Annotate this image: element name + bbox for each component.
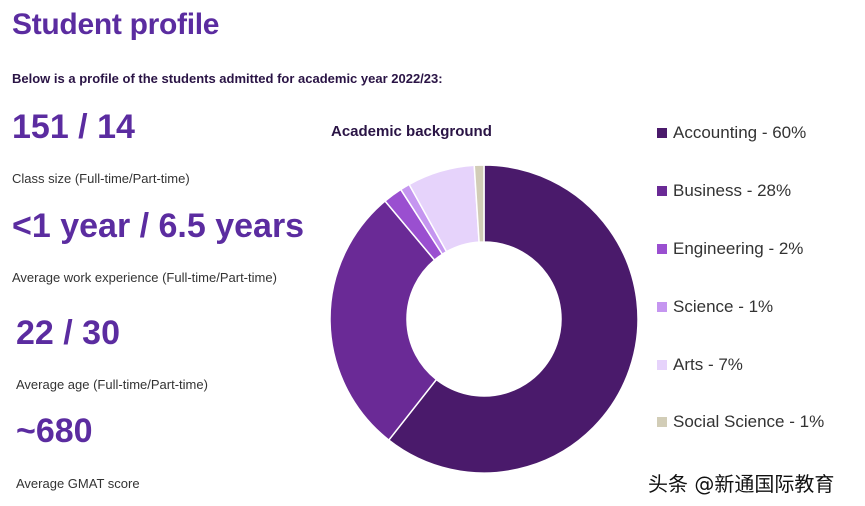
legend-swatch: [657, 186, 667, 196]
legend-label: Accounting - 60%: [673, 123, 807, 142]
legend-swatch: [657, 302, 667, 312]
chart-title: Academic background: [331, 123, 492, 140]
legend-label: Engineering - 2%: [673, 239, 804, 258]
legend-item-science: Science - 1%: [657, 296, 773, 318]
legend-swatch: [657, 417, 667, 427]
legend-swatch: [657, 360, 667, 370]
stat-work-experience-value: <1 year / 6.5 years: [12, 207, 305, 245]
legend-item-business: Business - 28%: [657, 180, 791, 202]
legend-item-social-science: Social Science - 1%: [657, 411, 824, 433]
legend-swatch: [657, 244, 667, 254]
stat-work-experience-label: Average work experience (Full-time/Part-…: [12, 270, 277, 285]
legend-swatch: [657, 128, 667, 138]
legend-label: Business - 28%: [673, 181, 792, 200]
stat-age-value: 22 / 30: [16, 314, 120, 352]
legend-label: Arts - 7%: [673, 355, 743, 374]
page-title: Student profile: [12, 8, 220, 41]
watermark: 头条 @新通国际教育: [648, 472, 835, 496]
academic-background-donut-chart: [329, 164, 639, 474]
page-subtitle: Below is a profile of the students admit…: [12, 71, 443, 86]
legend-label: Social Science - 1%: [673, 412, 825, 431]
donut-slice-accounting: [387, 164, 639, 474]
donut-slice-social-science: [473, 164, 485, 243]
stat-age-label: Average age (Full-time/Part-time): [16, 377, 208, 392]
legend-item-arts: Arts - 7%: [657, 354, 743, 376]
stat-class-size-value: 151 / 14: [12, 108, 135, 146]
legend-label: Science - 1%: [673, 297, 774, 316]
stat-class-size-label: Class size (Full-time/Part-time): [12, 171, 190, 186]
stat-gmat-label: Average GMAT score: [16, 476, 140, 491]
legend-item-engineering: Engineering - 2%: [657, 238, 803, 260]
donut-slice-business: [329, 199, 438, 442]
stat-gmat-value: ~680: [16, 412, 93, 450]
legend-item-accounting: Accounting - 60%: [657, 122, 806, 144]
